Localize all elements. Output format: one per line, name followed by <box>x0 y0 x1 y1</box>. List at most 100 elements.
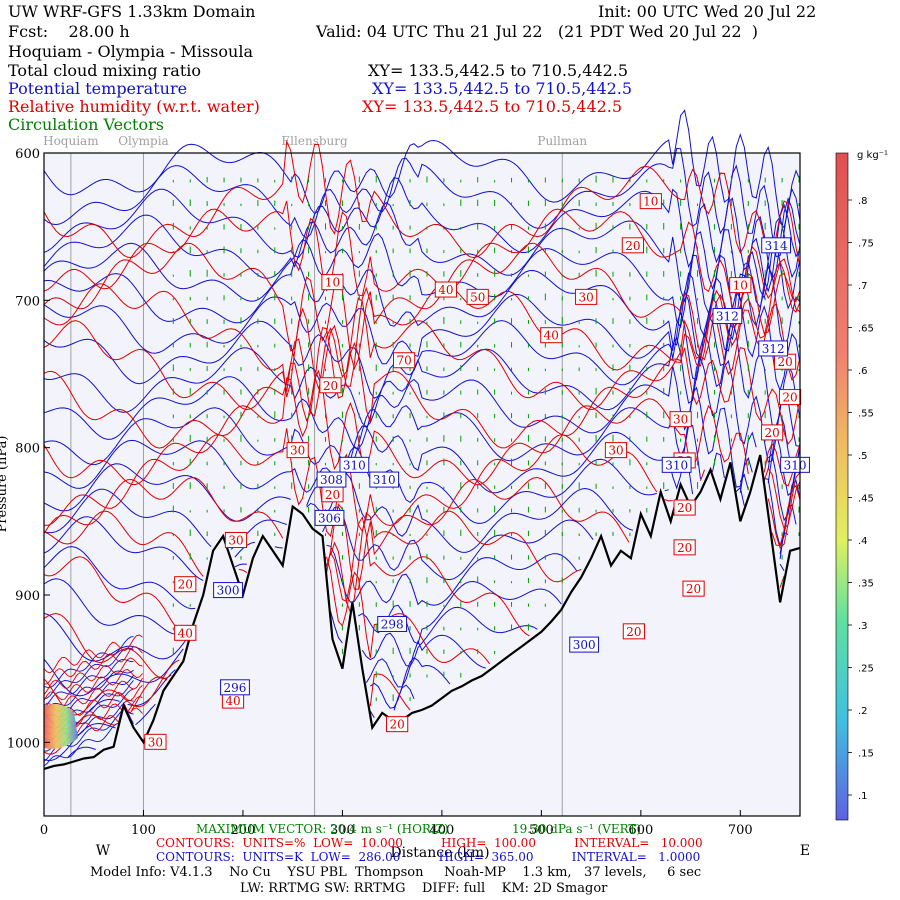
rh-contour-label-box <box>673 499 696 516</box>
colorbar-tick-label: .3 <box>858 621 868 632</box>
y-axis-label: Pressure (hPa) <box>0 436 10 533</box>
rh-contour-label-box <box>392 352 416 369</box>
rh-contour <box>43 139 801 268</box>
rh-contour-info: CONTOURS: UNITS=% LOW= 10.000 HIGH= 100.… <box>156 836 703 850</box>
rh-contour-label: 10 <box>325 276 340 290</box>
theta-contour-label-box <box>314 509 345 526</box>
rh-contour-label: 20 <box>677 501 692 515</box>
theta-contour <box>43 265 801 365</box>
rh-contour-label: 20 <box>389 718 404 732</box>
rh-contour-label: 10 <box>733 279 748 293</box>
field-vectors: Circulation Vectors <box>8 115 164 134</box>
theta-contour-label-box <box>758 340 789 357</box>
x-tick-label: 500 <box>529 823 554 838</box>
theta-contour-label: 298 <box>381 617 404 631</box>
theta-contour-label: 312 <box>716 310 739 324</box>
rh-contour-label-box <box>682 580 705 597</box>
x-tick-label: 0 <box>40 823 48 838</box>
rh-contour-label-box <box>540 327 563 344</box>
rh-contour-label: 20 <box>677 541 692 555</box>
colorbar-tick-label: .65 <box>858 324 874 335</box>
field-theta: Potential temperature <box>8 79 188 98</box>
colorbar-tick-label: .35 <box>858 579 874 590</box>
theta-contour-label: 310 <box>373 473 396 487</box>
rh-contour-label: 20 <box>765 426 780 440</box>
theta-contour-label-box <box>569 636 600 653</box>
rh-contour-label-box <box>434 281 457 298</box>
rh-contour-label-box <box>604 442 628 459</box>
theta-contour-label-box <box>316 471 347 488</box>
colorbar-tick-label: .55 <box>858 409 874 420</box>
max-vector-vert: 19.30 dPa s⁻¹ (VERT) <box>512 822 642 836</box>
forecast-hour: Fcst: 28.00 h <box>8 22 130 41</box>
theta-contour-label: 296 <box>224 681 247 695</box>
theta-contour-label: 314 <box>765 239 788 253</box>
colorbar-tick-label: .6 <box>858 366 868 377</box>
rh-contour-label: 20 <box>686 582 701 596</box>
route-title: Hoquiam - Olympia - Missoula <box>8 42 253 61</box>
rh-contour <box>43 260 801 398</box>
colorbar-tick-label: .2 <box>858 706 868 717</box>
rh-contour-label: 50 <box>470 290 485 304</box>
rh-contour-label-box <box>466 288 489 305</box>
rh-contour-label: 40 <box>225 694 240 708</box>
rh-contour <box>43 556 490 680</box>
theta-contour-label: 310 <box>784 458 807 472</box>
rh-contour-label: 20 <box>777 355 792 369</box>
plot-background <box>44 153 800 816</box>
field-rh-xy: XY= 133.5,442.5 to 710.5,442.5 <box>362 97 623 116</box>
rh-contour-label-box <box>386 716 409 733</box>
rh-contour-label: 70 <box>396 354 411 368</box>
theta-contour <box>43 531 789 610</box>
colorbar-tick-label: .15 <box>858 749 874 760</box>
rh-contour-label-box <box>729 277 752 294</box>
valid-time: Valid: 04 UTC Thu 21 Jul 22 (21 PDT Wed … <box>316 22 758 41</box>
cloud-shading <box>44 704 78 749</box>
rh-contour-label-box <box>639 193 662 210</box>
x-tick-label: 200 <box>231 823 256 838</box>
theta-contour-label-box <box>369 471 400 488</box>
rh-contour-label-box <box>575 288 598 305</box>
theta-contour-label: 300 <box>573 638 596 652</box>
theta-contour-label-box <box>339 456 370 473</box>
theta-contour <box>43 109 801 229</box>
theta-contour-label: 300 <box>217 584 240 598</box>
rh-contour-low <box>44 646 143 685</box>
theta-contour-label: 312 <box>762 342 785 356</box>
init-time: Init: 00 UTC Wed 20 Jul 22 <box>598 2 817 21</box>
rh-contour-label: 30 <box>578 290 593 304</box>
y-tick-label: 700 <box>15 294 40 309</box>
colorbar-tick-label: .4 <box>858 536 868 547</box>
colorbar-tick-label: .25 <box>858 664 874 675</box>
rh-contour-low <box>43 634 143 674</box>
x-axis-label: Distance (km) <box>390 845 489 861</box>
location-label-olympia: Olympia <box>118 134 169 148</box>
colorbar-units: g kg⁻¹ <box>857 150 888 161</box>
rh-contour-label-box <box>778 389 802 406</box>
x-tick-label: 700 <box>728 823 753 838</box>
colorbar-tick-label: .7 <box>858 281 868 292</box>
rh-contour-label: 10 <box>643 195 658 209</box>
rh-contour-label: 40 <box>178 626 193 640</box>
theta-contour-label-box <box>761 237 792 254</box>
theta-contour <box>43 606 538 667</box>
location-label-pullman: Pullman <box>537 134 587 148</box>
rh-contour-label: 30 <box>290 444 305 458</box>
theta-contour-low <box>43 669 134 714</box>
rh-contour <box>43 297 801 417</box>
rh-contour-label-box <box>622 623 645 640</box>
colorbar-tick-label: .75 <box>858 239 874 250</box>
theta-contour-label: 310 <box>665 458 688 472</box>
theta-contour-label-box <box>661 456 692 473</box>
rh-contour <box>43 676 168 755</box>
colorbar-tick-label: .5 <box>858 451 868 462</box>
y-tick-label: 900 <box>15 589 40 604</box>
theta-contour <box>43 201 801 303</box>
rh-contour-label-box <box>621 237 644 254</box>
colorbar <box>835 152 849 821</box>
rh-contour-label-box <box>224 531 248 548</box>
theta-contour-label-box <box>712 308 743 325</box>
rh-contour-label: 20 <box>325 488 340 502</box>
rh-contour-label: 20 <box>626 625 641 639</box>
